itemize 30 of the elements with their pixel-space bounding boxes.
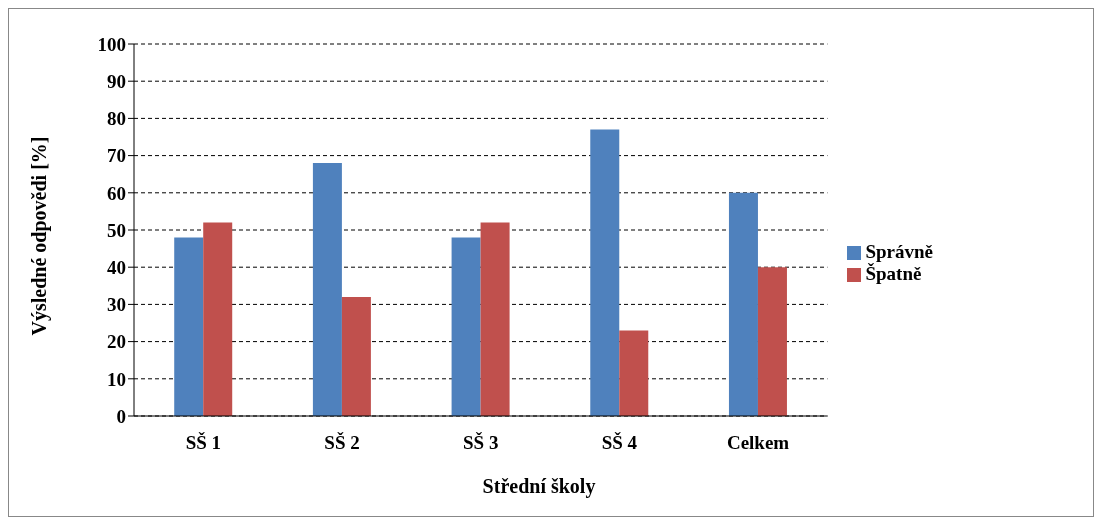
bar — [341, 296, 371, 416]
x-axis-title: Střední školy — [481, 475, 597, 498]
x-tick-label: SŠ 3 — [463, 432, 499, 454]
bar — [757, 267, 787, 416]
x-tick-label: SŠ 2 — [324, 432, 360, 454]
bar — [203, 222, 233, 416]
y-tick-label: 20 — [107, 331, 126, 353]
x-tick-label: SŠ 1 — [185, 432, 222, 454]
bar — [312, 163, 342, 416]
bar — [451, 237, 481, 416]
x-tick-label: SŠ 4 — [601, 432, 638, 454]
y-tick-label: 40 — [107, 256, 126, 278]
y-axis-title: Výsledné odpovědi [%] — [27, 136, 51, 336]
legend-label: Správně — [865, 240, 933, 262]
bar — [619, 330, 649, 416]
y-tick-label: 90 — [107, 70, 126, 92]
y-tick-label: 30 — [107, 294, 126, 316]
legend-label: Špatně — [865, 262, 922, 284]
y-tick-label: 50 — [107, 219, 126, 241]
y-tick-label: 100 — [97, 33, 126, 55]
bar — [728, 192, 758, 416]
bar — [590, 129, 620, 416]
x-tick-label: Celkem — [726, 432, 790, 454]
y-tick-label: 80 — [107, 108, 126, 130]
y-tick-label: 0 — [116, 405, 126, 427]
y-tick-label: 10 — [107, 368, 126, 390]
y-tick-label: 60 — [107, 182, 126, 204]
y-tick-label: 70 — [107, 145, 126, 167]
bar — [480, 222, 510, 416]
bar — [174, 237, 204, 416]
